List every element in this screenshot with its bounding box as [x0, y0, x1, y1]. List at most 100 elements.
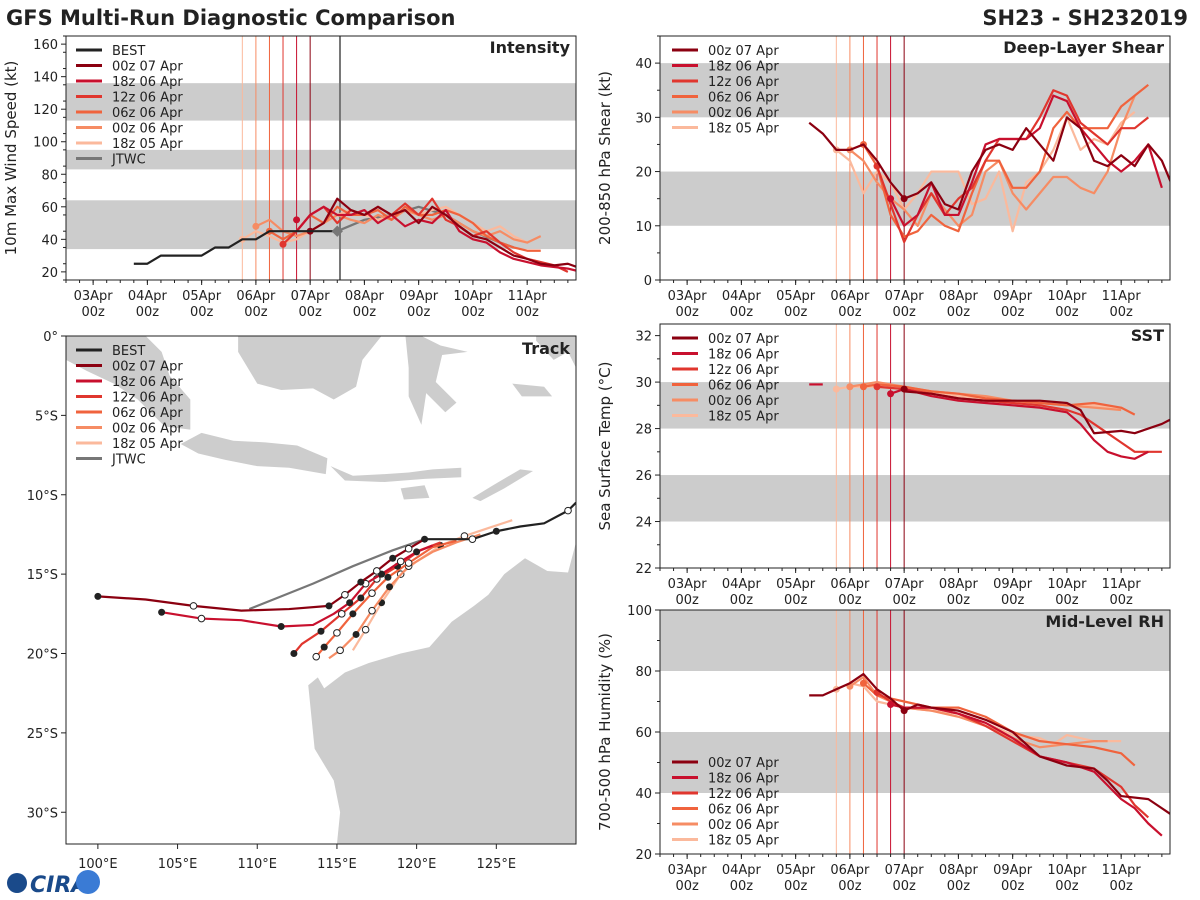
x-tick-hour: 00z: [838, 593, 862, 608]
x-tick-hour: 00z: [1055, 879, 1079, 894]
track-point-12z: [337, 647, 344, 654]
lon-tick-label: 110°E: [237, 857, 277, 872]
y-tick-label: 80: [635, 665, 652, 680]
x-tick-hour: 00z: [1001, 305, 1025, 320]
legend-label: JTWC: [111, 153, 146, 168]
y-axis-label: 200-850 hPa Shear (kt): [596, 71, 614, 245]
x-tick-day: 08Apr: [939, 577, 979, 592]
legend-label: BEST: [112, 44, 145, 59]
logo-swirl-icon: [76, 870, 100, 894]
legend-label: 18z 05 Apr: [112, 437, 183, 452]
x-tick-day: 04Apr: [722, 289, 762, 304]
x-tick-day: 10Apr: [453, 289, 493, 304]
track-line-06z-06-apr: [316, 541, 456, 657]
y-tick-label: 60: [41, 201, 58, 216]
lat-tick-label: 30°S: [27, 806, 58, 821]
y-tick-label: 160: [33, 38, 58, 53]
x-tick-day: 08Apr: [345, 289, 385, 304]
track-point-00z: [318, 628, 325, 635]
timor-landmass: [472, 469, 533, 501]
x-tick-hour: 00z: [461, 305, 485, 320]
x-tick-day: 08Apr: [939, 863, 979, 878]
legend-label: 18z 06 Apr: [708, 772, 779, 787]
y-tick-label: 20: [635, 166, 652, 181]
x-tick-hour: 00z: [1055, 305, 1079, 320]
legend-label: 12z 06 Apr: [708, 363, 779, 378]
panel-title: Intensity: [490, 38, 571, 57]
x-tick-hour: 00z: [892, 879, 916, 894]
lat-tick-label: 25°S: [27, 727, 58, 742]
x-tick-day: 03Apr: [668, 577, 708, 592]
legend-label: 00z 07 Apr: [112, 60, 183, 75]
y-tick-label: 24: [635, 516, 652, 531]
java-landmass: [181, 433, 328, 474]
x-tick-day: 06Apr: [830, 577, 870, 592]
logo-globe-icon: [7, 873, 27, 893]
series-marker: [887, 195, 894, 202]
lon-tick-label: 125°E: [477, 857, 517, 872]
x-tick-day: 05Apr: [776, 863, 816, 878]
legend-label: 00z 07 Apr: [708, 332, 779, 347]
x-tick-day: 04Apr: [722, 577, 762, 592]
panel-title: Track: [522, 339, 570, 358]
y-tick-label: 120: [33, 103, 58, 118]
legend-label: 18z 06 Apr: [708, 60, 779, 75]
track-point-12z: [369, 607, 376, 614]
x-tick-day: 06Apr: [830, 863, 870, 878]
track-point-12z: [405, 545, 412, 552]
y-tick-label: 140: [33, 71, 58, 86]
legend-label: 00z 06 Apr: [112, 422, 183, 437]
lat-tick-label: 15°S: [27, 568, 58, 583]
track-point-00z: [421, 536, 428, 543]
storm-id: SH23 - SH232019: [982, 6, 1188, 30]
x-tick-hour: 00z: [947, 879, 971, 894]
x-tick-hour: 00z: [298, 305, 322, 320]
x-tick-day: 05Apr: [182, 289, 222, 304]
series-marker: [252, 223, 259, 230]
series-marker: [833, 386, 840, 393]
legend-label: 18z 05 Apr: [112, 137, 183, 152]
panel-title: SST: [1131, 326, 1164, 345]
y-tick-label: 60: [635, 726, 652, 741]
track-point-00z: [278, 623, 285, 630]
y-tick-label: 22: [635, 562, 652, 577]
y-tick-label: 0: [644, 274, 652, 289]
series-marker: [901, 386, 908, 393]
x-tick-hour: 00z: [784, 879, 808, 894]
rh-panel: 2040608010003Apr00z04Apr00z05Apr00z06Apr…: [596, 604, 1175, 894]
x-tick-day: 07Apr: [291, 289, 331, 304]
legend-label: 00z 06 Apr: [112, 122, 183, 137]
track-point-00z: [353, 631, 360, 638]
track-point-00z: [413, 548, 420, 555]
y-axis-label: 700-500 hPa Humidity (%): [596, 633, 614, 831]
track-point-00z: [493, 528, 500, 535]
lon-tick-label: 120°E: [397, 857, 437, 872]
lon-tick-label: 115°E: [317, 857, 357, 872]
x-tick-hour: 00z: [675, 879, 699, 894]
lat-tick-label: 0°: [43, 330, 58, 345]
y-tick-label: 100: [33, 136, 58, 151]
track-point-12z: [198, 615, 205, 622]
borneo-landmass: [238, 336, 381, 400]
y-tick-label: 40: [41, 233, 58, 248]
legend-label: 06z 06 Apr: [708, 379, 779, 394]
x-tick-day: 10Apr: [1047, 863, 1087, 878]
track-point-00z: [158, 609, 165, 616]
x-tick-day: 10Apr: [1047, 577, 1087, 592]
y-tick-label: 26: [635, 469, 652, 484]
x-tick-hour: 00z: [730, 879, 754, 894]
x-tick-hour: 00z: [730, 305, 754, 320]
legend-label: 18z 06 Apr: [708, 348, 779, 363]
x-tick-hour: 00z: [1001, 593, 1025, 608]
track-point-00z: [325, 602, 332, 609]
sulawesi-landmass: [405, 336, 467, 425]
track-point-00z: [386, 583, 393, 590]
x-tick-day: 05Apr: [776, 577, 816, 592]
shear-panel: 01020304003Apr00z04Apr00z05Apr00z06Apr00…: [596, 36, 1175, 320]
legend-label: 18z 05 Apr: [708, 410, 779, 425]
lon-tick-label: 105°E: [158, 857, 198, 872]
x-tick-day: 04Apr: [128, 289, 168, 304]
series-marker: [874, 383, 881, 390]
y-tick-label: 40: [635, 787, 652, 802]
legend-label: 00z 06 Apr: [708, 818, 779, 833]
